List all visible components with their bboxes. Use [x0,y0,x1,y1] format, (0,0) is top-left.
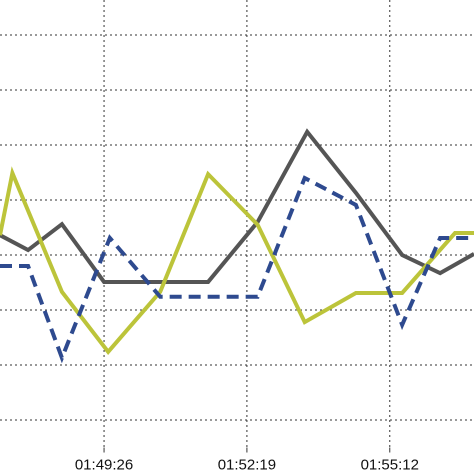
series-line [0,166,474,355]
x-tick-label: 01:55:12 [361,456,419,473]
x-tick-label: 01:52:19 [218,456,276,473]
x-tick-label: 01:49:26 [75,456,133,473]
series-line [0,128,474,284]
series-line [0,175,474,364]
